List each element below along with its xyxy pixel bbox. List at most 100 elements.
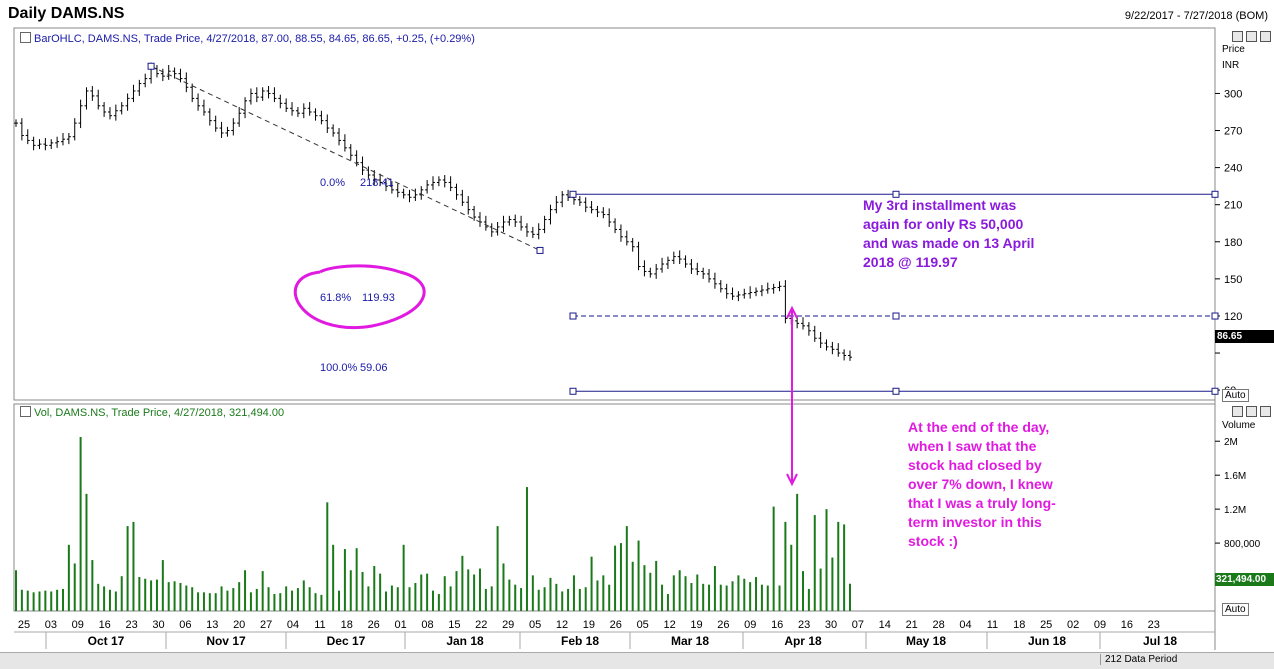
x-day-label: 04 bbox=[959, 619, 971, 631]
volume-bar bbox=[367, 586, 370, 611]
volume-bar bbox=[784, 521, 787, 611]
volume-bar bbox=[614, 545, 617, 611]
volume-bar bbox=[443, 576, 446, 611]
volume-bar bbox=[255, 588, 258, 611]
x-day-label: 18 bbox=[1013, 619, 1025, 631]
x-day-label: 20 bbox=[233, 619, 245, 631]
x-day-label: 12 bbox=[663, 619, 675, 631]
volume-bar bbox=[279, 593, 282, 611]
volume-auto-scale-button[interactable]: Auto bbox=[1222, 603, 1249, 616]
trendline-handle bbox=[536, 246, 544, 254]
fib-handle bbox=[569, 387, 577, 395]
minimize-pane-icon[interactable] bbox=[1232, 31, 1243, 42]
legend-checkbox-icon[interactable] bbox=[20, 406, 31, 417]
volume-bar bbox=[831, 557, 834, 611]
volume-bar bbox=[150, 580, 153, 611]
price-tick-label: 150 bbox=[1224, 274, 1242, 286]
volume-bar bbox=[813, 515, 816, 611]
annotation-line: At the end of the day, bbox=[908, 419, 1050, 435]
volume-bar bbox=[332, 544, 335, 611]
annotation-line: term investor in this bbox=[908, 514, 1042, 530]
x-day-label: 03 bbox=[45, 619, 57, 631]
price-axis-title: Price bbox=[1222, 44, 1245, 55]
volume-bar bbox=[578, 588, 581, 611]
volume-bar bbox=[320, 594, 323, 611]
x-day-label: 16 bbox=[1121, 619, 1133, 631]
volume-bar bbox=[713, 566, 716, 611]
volume-bar bbox=[684, 576, 687, 611]
x-day-label: 09 bbox=[744, 619, 756, 631]
volume-bar bbox=[20, 589, 23, 611]
close-pane-icon[interactable] bbox=[1260, 31, 1271, 42]
fib-level-100: 100.0% bbox=[320, 362, 358, 374]
x-day-label: 26 bbox=[610, 619, 622, 631]
volume-bar bbox=[420, 574, 423, 611]
volume-bar bbox=[302, 580, 305, 611]
volume-bar bbox=[273, 594, 276, 611]
volume-bar bbox=[649, 572, 652, 611]
price-auto-scale-button[interactable]: Auto bbox=[1222, 389, 1249, 402]
x-day-label: 12 bbox=[556, 619, 568, 631]
x-day-label: 09 bbox=[72, 619, 84, 631]
volume-bar bbox=[455, 571, 458, 611]
price-pane-legend: BarOHLC, DAMS.NS, Trade Price, 4/27/2018… bbox=[20, 32, 475, 45]
volume-bar bbox=[572, 575, 575, 611]
x-day-label: 09 bbox=[1094, 619, 1106, 631]
x-month-label: Dec 17 bbox=[327, 634, 366, 648]
volume-bar bbox=[338, 590, 341, 611]
volume-bar bbox=[567, 588, 570, 611]
volume-bar bbox=[760, 584, 763, 611]
volume-bar bbox=[56, 589, 59, 611]
volume-bar bbox=[85, 493, 88, 611]
trendline bbox=[150, 65, 541, 251]
volume-bar bbox=[473, 574, 476, 611]
volume-bar bbox=[208, 593, 211, 611]
x-day-label: 11 bbox=[987, 619, 998, 631]
price-pane-frame bbox=[13, 27, 1216, 401]
volume-bar bbox=[15, 570, 17, 611]
volume-bar bbox=[708, 584, 711, 611]
x-day-label: 27 bbox=[260, 619, 272, 631]
volume-pane-legend: Vol, DAMS.NS, Trade Price, 4/27/2018, 32… bbox=[20, 406, 284, 419]
price-tick-label: 180 bbox=[1224, 237, 1242, 249]
volume-bar bbox=[232, 588, 235, 611]
volume-bar bbox=[790, 544, 793, 611]
volume-bar bbox=[666, 594, 669, 611]
volume-bar bbox=[467, 569, 470, 611]
minimize-pane-icon[interactable] bbox=[1232, 406, 1243, 417]
volume-bar bbox=[655, 560, 658, 611]
volume-bar bbox=[167, 582, 170, 611]
maximize-pane-icon[interactable] bbox=[1246, 31, 1257, 42]
close-pane-icon[interactable] bbox=[1260, 406, 1271, 417]
volume-last-value: 321,494.00 bbox=[1215, 573, 1274, 586]
volume-bar bbox=[32, 592, 35, 611]
price-last-value: 86.65 bbox=[1215, 330, 1274, 343]
fib-handle bbox=[1211, 387, 1219, 395]
volume-bar bbox=[402, 544, 405, 611]
x-month-label: Feb 18 bbox=[561, 634, 599, 648]
price-tick-label: 120 bbox=[1224, 311, 1242, 323]
volume-bar bbox=[91, 560, 94, 611]
volume-bar bbox=[661, 584, 664, 611]
volume-bar bbox=[361, 571, 364, 611]
volume-bar bbox=[326, 502, 329, 611]
volume-bar bbox=[355, 548, 358, 611]
volume-bar bbox=[238, 582, 241, 611]
legend-checkbox-icon[interactable] bbox=[20, 32, 31, 43]
volume-bar bbox=[396, 587, 399, 611]
x-day-label: 18 bbox=[341, 619, 353, 631]
volume-tick-label: 1.6M bbox=[1224, 471, 1246, 482]
volume-bar bbox=[672, 575, 675, 611]
volume-tick-label: 2M bbox=[1224, 437, 1238, 448]
maximize-pane-icon[interactable] bbox=[1246, 406, 1257, 417]
x-day-label: 04 bbox=[287, 619, 299, 631]
volume-bar bbox=[802, 571, 805, 611]
volume-bar bbox=[414, 582, 417, 611]
volume-bar bbox=[226, 590, 229, 611]
volume-bar bbox=[772, 506, 775, 611]
x-day-label: 19 bbox=[690, 619, 702, 631]
volume-bar bbox=[26, 590, 29, 611]
x-day-label: 23 bbox=[125, 619, 137, 631]
volume-bar bbox=[825, 509, 828, 611]
